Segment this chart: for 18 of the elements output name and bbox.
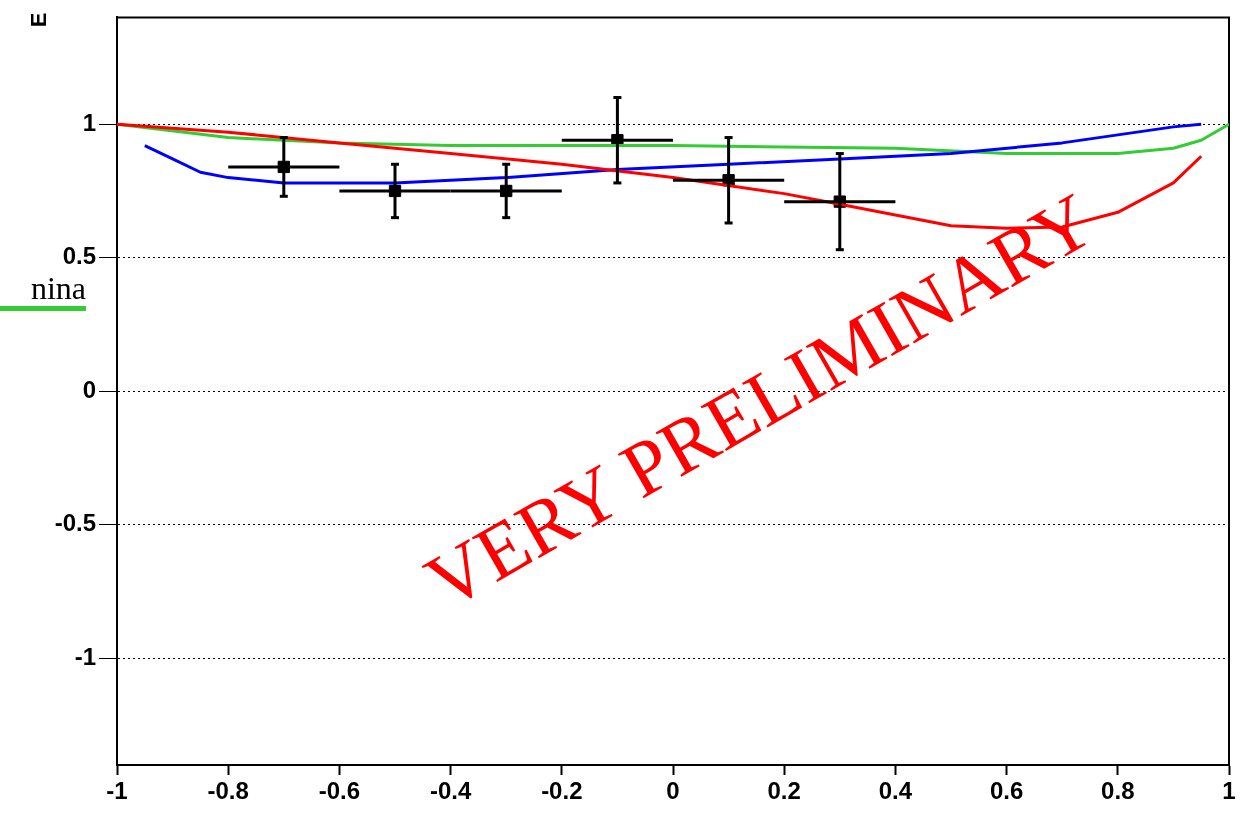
- x-tick-label: -0.6: [318, 777, 361, 805]
- x-tick-label: -0.4: [429, 777, 472, 805]
- x-tick-label: 0.2: [767, 777, 801, 805]
- x-tick-label: 0.6: [989, 777, 1024, 805]
- y-tick-label: 0: [82, 375, 96, 403]
- y-tick-label: -0.5: [54, 509, 96, 537]
- x-tick-label: -1: [106, 777, 128, 805]
- y-axis-title: E: [26, 12, 52, 28]
- x-tick-label: -0.2: [541, 777, 583, 805]
- x-tick-label: 0: [666, 777, 680, 805]
- x-tick-label: 0.8: [1101, 777, 1135, 805]
- text: nina: [0, 270, 86, 311]
- x-tick-label: -0.8: [207, 777, 249, 805]
- y-tick-label: 1: [82, 108, 96, 136]
- x-tick-label: 1: [1222, 777, 1236, 805]
- y-tick-label: -1: [74, 642, 96, 670]
- y-tick-label: 0.5: [62, 242, 96, 270]
- x-tick-label: 0.4: [878, 777, 913, 805]
